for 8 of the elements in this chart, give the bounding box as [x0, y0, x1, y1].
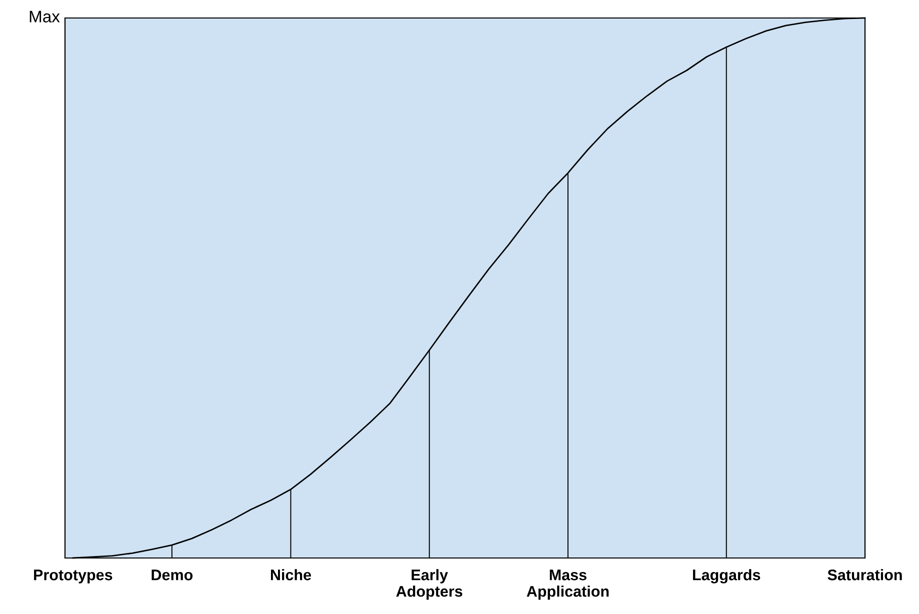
x-tick-label: Demo	[152, 570, 193, 580]
x-tick-label: Early Adopters	[396, 569, 462, 600]
text: Max	[30, 10, 60, 22]
x-tick-label: Niche	[270, 569, 312, 580]
x-tick-label: Saturation	[828, 569, 902, 580]
x-tick-label: Laggards	[693, 569, 760, 584]
x-tick-label: Mass Application	[526, 570, 609, 600]
x-tick-label: Prototypes	[34, 570, 112, 584]
